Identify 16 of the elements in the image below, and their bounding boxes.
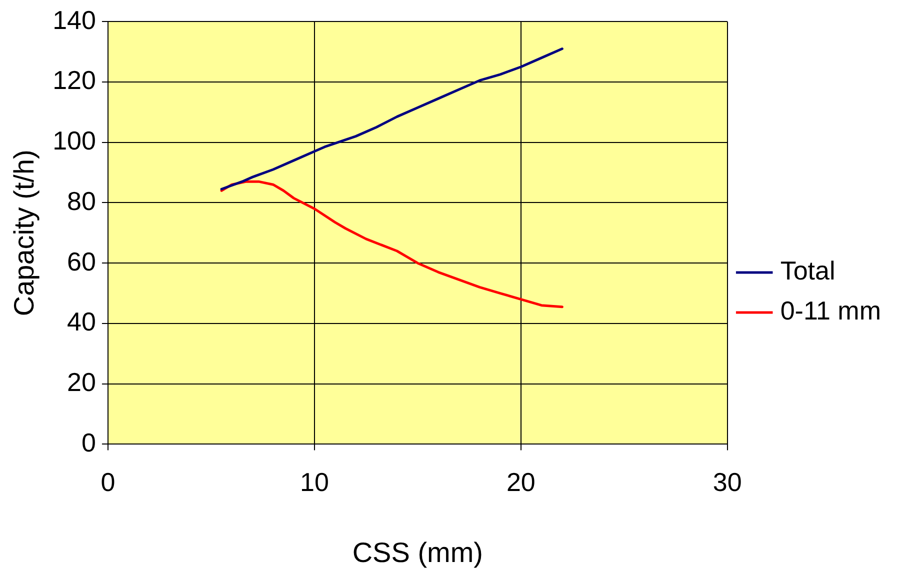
y-tick-label: 80	[67, 186, 96, 216]
legend-label: Total	[780, 256, 836, 286]
x-axis-title: CSS (mm)	[352, 536, 483, 568]
legend-label: 0-11 mm	[780, 296, 882, 326]
x-tick-label: 30	[712, 466, 742, 497]
y-tick-label: 140	[52, 4, 96, 35]
y-tick-label: 60	[67, 246, 96, 276]
y-tick-label: 20	[67, 367, 96, 397]
y-tick-label: 100	[52, 126, 96, 156]
x-tick-label: 10	[300, 466, 329, 497]
y-tick-label: 120	[52, 65, 96, 96]
y-tick-label: 40	[67, 306, 96, 337]
x-tick-label: 0	[100, 466, 116, 497]
x-tick-label: 20	[506, 466, 536, 497]
y-axis-title: Capacity (t/h)	[8, 150, 40, 316]
y-tick-label: 0	[82, 427, 96, 458]
